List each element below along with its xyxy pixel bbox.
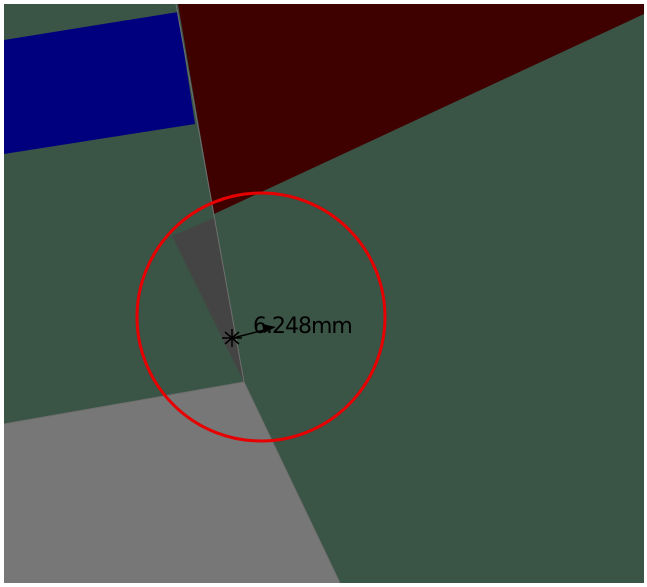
sliver-face[interactable]	[172, 218, 244, 382]
measurement-annotation[interactable]: 6.248mm	[222, 314, 353, 347]
point-marker-icon	[222, 329, 242, 347]
highlight-circle	[135, 191, 387, 443]
measurement-label: 6.248mm	[253, 314, 352, 339]
gray-face[interactable]	[4, 382, 340, 583]
red-face[interactable]	[178, 4, 644, 214]
edge-line	[175, 3, 245, 383]
edge-line	[243, 381, 341, 584]
model-edges	[3, 3, 341, 584]
blue-face[interactable]	[4, 12, 195, 154]
dimension-arrowhead-icon	[262, 324, 276, 333]
edge-line	[3, 381, 245, 425]
